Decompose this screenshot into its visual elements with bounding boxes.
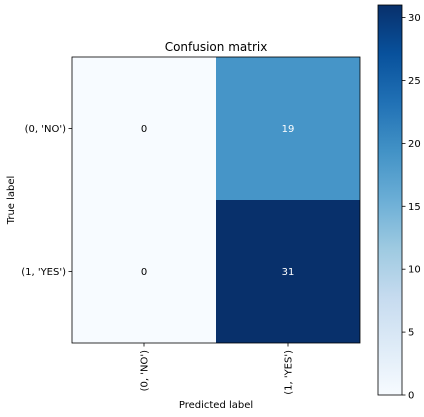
chart-title: Confusion matrix: [165, 40, 268, 54]
colorbar-tick-label-6: 30: [408, 13, 421, 24]
colorbar-ticks: 0 5 10 15 20 25 30: [402, 13, 421, 402]
y-axis-ticks: (0, 'NO') (1, 'YES'): [21, 124, 72, 278]
colorbar-tick-label-2: 10: [408, 265, 421, 276]
colorbar-tick-label-5: 25: [408, 76, 421, 87]
colorbar-tick-label-3: 15: [408, 202, 421, 213]
cell-value-label-0-0: 0: [141, 124, 147, 135]
heatmap-cell-1-0: [72, 200, 216, 343]
heatmap-cell-1-1: [216, 200, 360, 343]
heatmap-cells: 0 19 0 31: [72, 57, 360, 343]
heatmap-cell-0-0: [72, 57, 216, 200]
colorbar-tick-label-0: 0: [408, 391, 414, 402]
x-axis-ticks: (0, 'NO') (1, 'YES'): [140, 343, 295, 395]
plot-frame: [71, 56, 361, 344]
cell-value-label-1-1: 31: [282, 267, 295, 278]
x-axis-label: Predicted label: [179, 400, 253, 411]
heatmap-cell-0-1: [216, 57, 360, 200]
x-tick-label-0: (0, 'NO'): [140, 350, 151, 391]
x-tick-label-1: (1, 'YES'): [284, 350, 295, 395]
y-tick-label-1: (1, 'YES'): [21, 267, 66, 278]
colorbar: [377, 4, 403, 396]
cell-value-label-1-0: 0: [141, 267, 147, 278]
y-axis-label: True label: [6, 176, 17, 226]
colorbar-tick-label-4: 20: [408, 139, 421, 150]
y-tick-label-0: (0, 'NO'): [25, 124, 66, 135]
colorbar-tick-label-1: 5: [408, 328, 414, 339]
cell-value-label-0-1: 19: [282, 124, 295, 135]
